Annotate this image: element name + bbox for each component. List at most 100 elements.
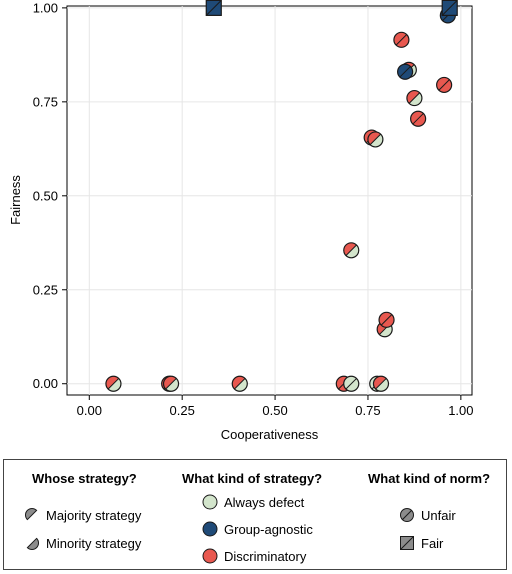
- x-tick-label: 0.50: [262, 403, 287, 418]
- legend-norm-title: What kind of norm?: [368, 471, 491, 486]
- legend-group-agnostic: Group-agnostic: [202, 521, 313, 537]
- point-minority-half: [345, 378, 359, 392]
- point-divider: [234, 378, 246, 390]
- data-point: [406, 89, 423, 107]
- point-minority-half: [438, 79, 452, 93]
- point-minority-half: [165, 378, 179, 392]
- point-outline: [393, 31, 410, 48]
- y-tick-label: 0.00: [33, 376, 58, 391]
- legend-always-defect: Always defect: [202, 494, 304, 510]
- point-outline: [162, 375, 180, 392]
- legend: Whose strategy? What kind of strategy? W…: [3, 459, 507, 570]
- discriminatory-icon: [202, 548, 218, 564]
- point-outline: [205, 0, 222, 16]
- point-divider: [345, 244, 357, 256]
- point-outline: [406, 89, 423, 107]
- point-majority-half: [163, 376, 177, 390]
- legend-always-defect-label: Always defect: [224, 494, 305, 510]
- data-point: [393, 31, 410, 48]
- legend-kind-title: What kind of strategy?: [182, 471, 323, 486]
- point-outline: [436, 76, 453, 94]
- point-divider: [399, 66, 411, 78]
- point-majority-half: [367, 131, 381, 145]
- point-majority-half: [343, 376, 357, 390]
- data-points: [105, 0, 458, 392]
- data-point: [378, 311, 395, 328]
- point-majority-half: [436, 77, 450, 91]
- point-divider: [205, 0, 222, 16]
- point-outline: [441, 0, 458, 16]
- data-point: [343, 375, 360, 392]
- legend-fair: Fair: [399, 535, 443, 551]
- axis-ticks: 0.00 0.25 0.50 0.75 1.00 0.00 0.25 0.50 0.75 1.00: [33, 0, 474, 418]
- point-majority-half: [105, 376, 119, 390]
- data-point: [436, 76, 453, 94]
- point-outline: [367, 131, 384, 148]
- point-majority-half: [406, 90, 420, 104]
- point-majority-half: [232, 376, 246, 390]
- point-outline: [343, 375, 360, 392]
- legend-majority: Majority strategy: [24, 507, 141, 523]
- point-divider: [369, 133, 382, 146]
- point-divider: [441, 0, 458, 16]
- legend-minority: Minority strategy: [24, 535, 141, 551]
- point-minority-half: [412, 113, 426, 127]
- point-minority-half: [345, 244, 359, 258]
- y-tick-label: 0.25: [33, 282, 58, 297]
- point-divider: [380, 314, 393, 326]
- point-divider: [345, 378, 357, 390]
- point-minority-half: [381, 314, 395, 328]
- point-outline: [410, 110, 427, 127]
- x-tick-label: 0.75: [355, 403, 380, 418]
- data-point: [410, 110, 427, 127]
- point-majority-half: [410, 111, 424, 125]
- legend-unfair-label: Unfair: [421, 507, 456, 523]
- point-outline: [105, 375, 122, 392]
- minority-half-icon: [26, 537, 39, 550]
- majority-half-icon: [25, 508, 38, 521]
- data-point: [441, 0, 458, 16]
- legend-unfair: Unfair: [399, 507, 456, 523]
- point-majority-half: [379, 312, 392, 326]
- legend-whose-title: Whose strategy?: [32, 471, 137, 486]
- point-divider: [165, 378, 177, 390]
- legend-majority-label: Majority strategy: [46, 507, 142, 523]
- point-divider: [107, 378, 120, 390]
- data-point: [105, 375, 122, 392]
- point-minority-half: [108, 378, 121, 392]
- data-point: [205, 0, 222, 16]
- data-point: [231, 375, 248, 392]
- legend-minority-label: Minority strategy: [46, 535, 142, 551]
- point-minority-half: [234, 378, 248, 392]
- x-tick-label: 0.00: [77, 403, 102, 418]
- legend-discriminatory-label: Discriminatory: [224, 548, 307, 564]
- point-minority-half: [375, 378, 389, 392]
- point-majority-half: [343, 242, 357, 256]
- point-minority-half: [399, 66, 413, 80]
- legend-fair-label: Fair: [421, 535, 444, 551]
- point-outline: [372, 375, 390, 392]
- point-divider: [408, 92, 421, 104]
- scatter-chart: 0.00 0.25 0.50 0.75 1.00 0.00 0.25 0.50 0.75 1.00…: [8, 0, 474, 442]
- point-divider: [438, 79, 450, 91]
- point-minority-half: [396, 34, 409, 48]
- y-tick-label: 0.75: [33, 94, 58, 109]
- x-tick-label: 0.25: [170, 403, 195, 418]
- x-tick-label: 1.00: [448, 403, 473, 418]
- y-tick-label: 1.00: [33, 0, 58, 15]
- fair-square-icon: [400, 536, 414, 550]
- y-tick-label: 0.50: [33, 188, 58, 203]
- point-outline: [343, 242, 360, 259]
- point-majority-half: [373, 376, 387, 390]
- always-defect-icon: [202, 494, 218, 510]
- data-point: [162, 375, 180, 392]
- group-agnostic-icon: [202, 521, 218, 537]
- data-point: [343, 242, 360, 259]
- point-minority-half: [370, 134, 383, 147]
- unfair-circle-icon: [400, 508, 414, 522]
- legend-group-agnostic-label: Group-agnostic: [224, 521, 313, 537]
- point-divider: [395, 34, 408, 46]
- grid: [67, 6, 472, 395]
- point-majority-half: [397, 64, 411, 78]
- data-point: [367, 131, 384, 148]
